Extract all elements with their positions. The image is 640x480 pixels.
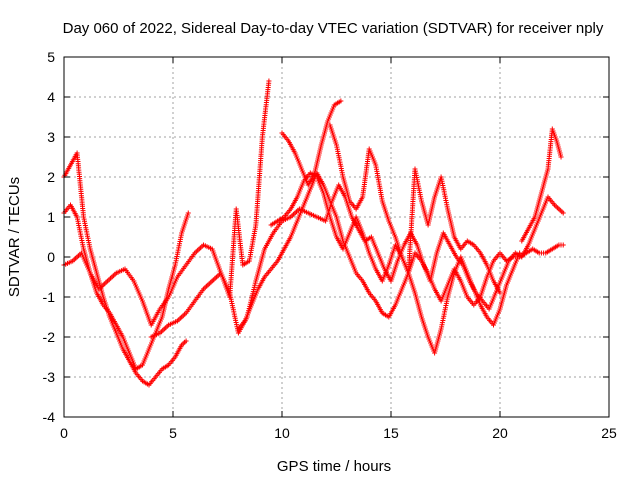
series-8 xyxy=(327,122,503,296)
x-tick-label: 0 xyxy=(60,425,68,441)
x-tick-label: 5 xyxy=(169,425,177,441)
chart-title: Day 060 of 2022, Sidereal Day-to-day VTE… xyxy=(63,20,604,37)
y-axis-label: SDTVAR / TECUs xyxy=(6,177,23,297)
plot-frame xyxy=(63,56,610,418)
axis-ticks: -4 -3 -2 -1 0 1 2 3 4 5 0 5 10 15 20 25 xyxy=(43,49,617,441)
y-tick-label: 4 xyxy=(47,89,55,105)
x-axis-label: GPS time / hours xyxy=(277,458,391,475)
series-3-plus-markers xyxy=(61,78,272,328)
y-tick-label: -1 xyxy=(43,289,56,305)
x-tick-label: 20 xyxy=(492,425,508,441)
y-tick-label: -2 xyxy=(43,329,56,345)
series-9 xyxy=(519,126,564,244)
y-tick-label: -4 xyxy=(43,409,56,425)
series-9-plus-markers xyxy=(519,126,564,244)
data-points xyxy=(61,78,566,388)
y-tick-label: 3 xyxy=(47,129,55,145)
series-3 xyxy=(61,78,272,328)
x-tick-label: 15 xyxy=(383,425,399,441)
series-7-plus-markers xyxy=(279,98,344,188)
x-tick-label: 10 xyxy=(274,425,290,441)
y-tick-label: -3 xyxy=(43,369,56,385)
series-5-plus-markers xyxy=(235,170,566,332)
series-7 xyxy=(279,98,344,188)
x-tick-label: 25 xyxy=(601,425,617,441)
y-tick-label: 2 xyxy=(47,169,55,185)
series-8-plus-markers xyxy=(327,122,503,296)
y-tick-label: 0 xyxy=(47,249,55,265)
y-tick-label: 1 xyxy=(47,209,55,225)
y-tick-label: 5 xyxy=(47,49,55,65)
series-5 xyxy=(235,170,566,332)
